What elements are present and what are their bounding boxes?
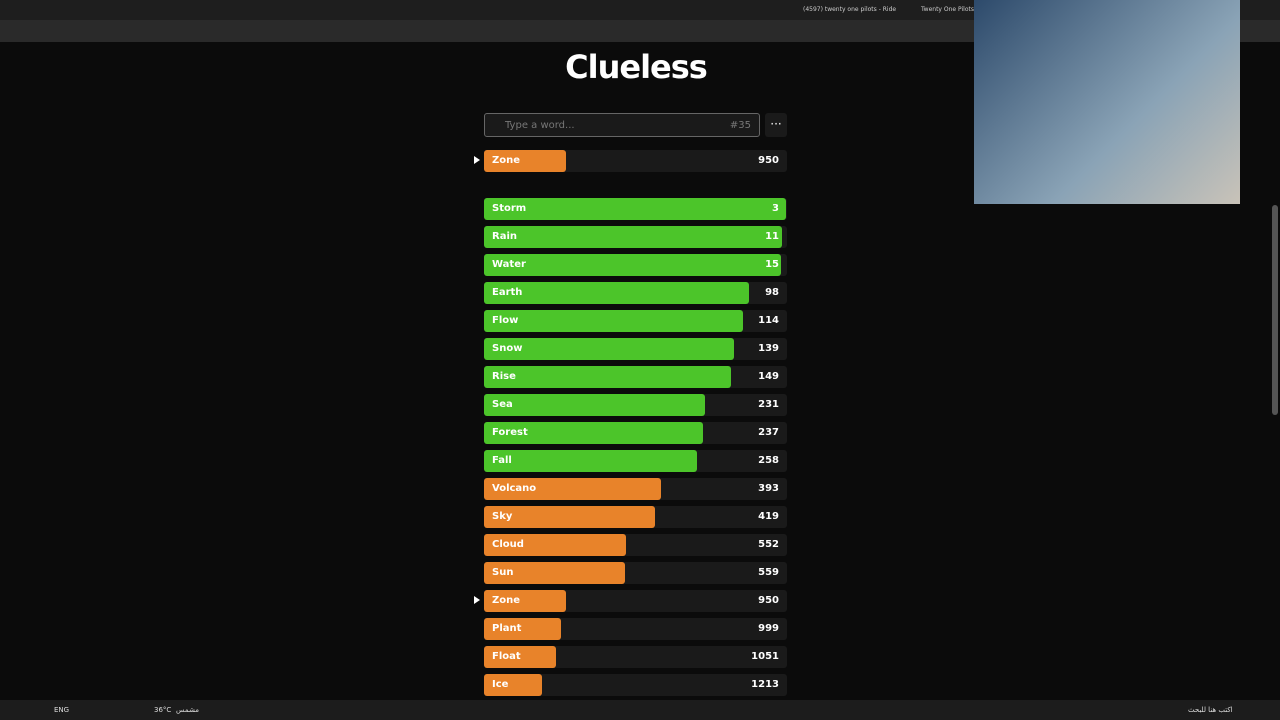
rank-bar bbox=[484, 198, 786, 220]
search[interactable]: اكتب هنا للبحث bbox=[1188, 706, 1233, 714]
guess-word: Float bbox=[492, 651, 521, 662]
rank-bar bbox=[484, 674, 542, 696]
guess-row: Cloud 552 bbox=[484, 534, 787, 556]
rank-bar bbox=[484, 534, 627, 556]
guess-rank: 1213 bbox=[751, 679, 779, 690]
rank-bar bbox=[484, 618, 562, 640]
scrollbar[interactable] bbox=[1272, 205, 1278, 415]
rank-bar bbox=[484, 506, 655, 528]
guess-rank: 98 bbox=[765, 287, 779, 298]
guess-word: Sea bbox=[492, 399, 513, 410]
guess-row: Volcano 393 bbox=[484, 478, 787, 500]
guess-rank: 237 bbox=[758, 427, 779, 438]
guess-rank: 149 bbox=[758, 371, 779, 382]
guess-word: Zone bbox=[492, 595, 521, 606]
guess-rank: 139 bbox=[758, 343, 779, 354]
current-marker bbox=[474, 156, 480, 164]
guess-rank: 1051 bbox=[751, 651, 779, 662]
rank-bar bbox=[484, 394, 705, 416]
guess-word: Storm bbox=[492, 203, 527, 214]
guess-rank: 950 bbox=[758, 155, 779, 166]
guess-word: Fall bbox=[492, 455, 512, 466]
guess-rank: 552 bbox=[758, 539, 779, 550]
guess-rank: 258 bbox=[758, 455, 779, 466]
game-number: #35 bbox=[729, 120, 751, 131]
guess-word: Volcano bbox=[492, 483, 537, 494]
rank-bar bbox=[484, 478, 661, 500]
tab[interactable]: Twenty One Pilots T bbox=[921, 6, 980, 13]
guess-word: Forest bbox=[492, 427, 528, 438]
guess-row: Zone 950 bbox=[474, 150, 787, 172]
toolbar bbox=[0, 20, 1280, 42]
tab[interactable]: (4597) twenty one pilots - Ride bbox=[803, 6, 897, 13]
guess-row: Earth 98 bbox=[484, 282, 787, 304]
guess-word: Cloud bbox=[492, 539, 524, 550]
guess-word: Snow bbox=[492, 343, 523, 354]
guess-row: Flow 114 bbox=[484, 310, 787, 332]
rank-bar bbox=[484, 226, 783, 248]
rank-bar bbox=[484, 338, 735, 360]
rank-bar bbox=[484, 150, 567, 172]
guess-row: Sky 419 bbox=[484, 506, 787, 528]
guess-row: Water 15 bbox=[484, 254, 787, 276]
guess-word: Ice bbox=[492, 679, 509, 690]
menu-button[interactable]: ··· bbox=[765, 113, 787, 137]
rank-bar bbox=[484, 562, 625, 584]
guess-word: Rain bbox=[492, 231, 517, 242]
guess-rank: 11 bbox=[765, 231, 779, 242]
game-title: Clueless bbox=[565, 48, 708, 86]
guess-word: Sky bbox=[492, 511, 513, 522]
rank-bar bbox=[484, 254, 781, 276]
guess-row: Forest 237 bbox=[484, 422, 787, 444]
tab-strip: (4597) twenty one pilots - Ride Twenty O… bbox=[0, 0, 1280, 20]
guess-word: Water bbox=[492, 259, 526, 270]
guess-word: Plant bbox=[492, 623, 522, 634]
rank-bar bbox=[484, 590, 567, 612]
guess-word: Rise bbox=[492, 371, 516, 382]
guess-row: Sea 231 bbox=[484, 394, 787, 416]
condition: مشمس bbox=[176, 706, 199, 714]
guess-word: Earth bbox=[492, 287, 523, 298]
guess-rank: 3 bbox=[772, 203, 779, 214]
rank-bar bbox=[484, 310, 744, 332]
guess-rank: 419 bbox=[758, 511, 779, 522]
guess-rank: 999 bbox=[758, 623, 779, 634]
guess-row: Float 1051 bbox=[484, 646, 787, 668]
guess-rank: 15 bbox=[765, 259, 779, 270]
guess-rank: 114 bbox=[758, 315, 779, 326]
guess-word: Sun bbox=[492, 567, 514, 578]
guess-row: Fall 258 bbox=[484, 450, 787, 472]
guess-row: Ice 1213 bbox=[484, 674, 787, 696]
word-input[interactable]: Type a word... #35 bbox=[484, 113, 760, 137]
guess-row: Rain 11 bbox=[484, 226, 787, 248]
guess-row: Rise 149 bbox=[484, 366, 787, 388]
language: ENG bbox=[54, 706, 70, 714]
guess-rank: 393 bbox=[758, 483, 779, 494]
guess-word: Flow bbox=[492, 315, 519, 326]
guess-rank: 559 bbox=[758, 567, 779, 578]
guess-row: Zone 950 bbox=[474, 590, 787, 612]
rank-bar bbox=[484, 282, 749, 304]
guess-row: Sun 559 bbox=[484, 562, 787, 584]
guess-word: Zone bbox=[492, 155, 521, 166]
guess-rank: 231 bbox=[758, 399, 779, 410]
rank-bar bbox=[484, 450, 697, 472]
rank-bar bbox=[484, 646, 556, 668]
rank-bar bbox=[484, 366, 732, 388]
current-marker bbox=[474, 596, 480, 604]
taskbar: ENG 36°C مشمس اكتب هنا للبحث bbox=[0, 700, 1280, 720]
guess-rank: 950 bbox=[758, 595, 779, 606]
guess-row: Snow 139 bbox=[484, 338, 787, 360]
weather: 36°C bbox=[154, 706, 172, 714]
guess-row: Storm 3 bbox=[484, 198, 787, 220]
rank-bar bbox=[484, 422, 703, 444]
guess-row: Plant 999 bbox=[484, 618, 787, 640]
webcam-overlay bbox=[974, 0, 1240, 204]
placeholder: Type a word... bbox=[505, 120, 575, 131]
